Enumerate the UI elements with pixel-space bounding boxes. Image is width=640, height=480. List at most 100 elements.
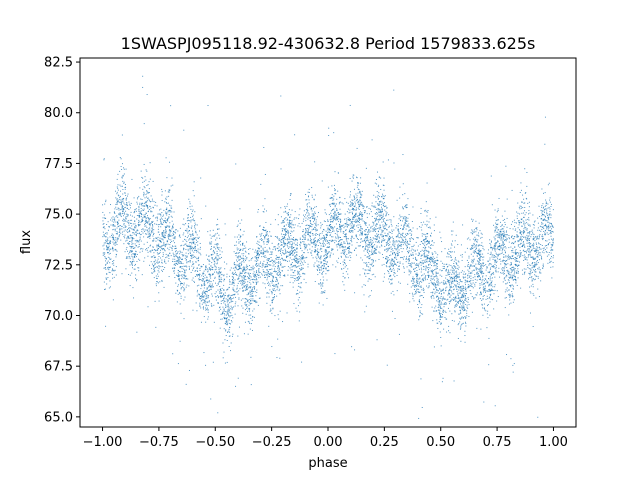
data-point [140,248,142,250]
data-point [391,258,393,260]
data-point [319,242,321,244]
data-point [192,234,194,236]
data-point [214,266,216,268]
data-point [328,228,330,230]
data-point [302,262,304,264]
data-point [249,275,251,277]
data-point [500,239,502,241]
data-point [464,286,466,288]
data-point [218,296,220,298]
data-point [238,280,240,282]
data-point [241,272,243,274]
data-point [457,286,459,288]
data-point [541,235,543,237]
data-point [479,275,481,277]
data-point [280,254,282,256]
data-point [257,240,259,242]
data-point [455,266,457,268]
data-point [417,254,419,256]
data-point [537,275,539,277]
data-point [385,257,387,259]
data-point [504,243,505,245]
data-point [151,231,153,233]
data-point [456,262,458,264]
data-point [370,227,372,229]
data-point [379,252,381,254]
data-point [532,265,534,267]
data-point [352,213,354,215]
data-point [168,161,170,163]
data-point [369,263,371,265]
data-point [183,287,185,289]
data-point [280,264,282,266]
data-point [219,237,221,239]
data-point [479,287,481,288]
data-point [504,265,506,267]
data-point [372,261,374,263]
data-point [478,251,480,253]
data-point [261,239,263,241]
data-point [300,275,302,277]
data-point [320,261,322,263]
data-point [407,233,409,235]
data-point [268,296,270,298]
data-point [277,282,279,284]
data-point [400,224,402,226]
data-point [334,205,336,207]
data-point [279,261,281,263]
data-point [448,293,450,295]
data-point [473,242,475,244]
data-point [276,357,278,359]
data-point [503,256,505,258]
data-point [493,256,495,258]
data-point [421,275,422,277]
data-point [241,277,243,279]
data-point [520,252,522,254]
data-point [346,211,348,213]
data-point [295,238,297,240]
data-point [418,226,420,228]
data-point [392,259,394,261]
data-point [118,201,120,203]
data-point [290,220,292,222]
data-point [522,233,524,235]
data-point [145,179,147,181]
data-point [223,302,225,304]
data-point [145,194,147,196]
data-point [435,275,437,277]
data-point [452,268,454,270]
data-point [344,236,346,237]
data-point [481,268,483,270]
data-point [294,249,296,251]
data-point [286,229,288,231]
data-point [410,286,412,288]
data-point [118,208,120,210]
data-point [372,230,374,232]
data-point [425,255,427,257]
data-point [405,217,407,218]
data-point [266,259,268,261]
data-point [551,224,553,226]
data-point [320,247,322,249]
data-point [234,244,236,246]
data-point [522,207,524,209]
data-point [449,296,451,298]
data-point [375,208,377,210]
data-point [290,246,292,248]
data-point [197,289,199,291]
data-point [168,216,170,218]
data-point [128,201,130,203]
data-point [135,225,137,227]
data-point [161,200,163,202]
data-point [405,205,407,207]
data-point [411,280,413,282]
data-point [388,266,390,268]
data-point [263,229,265,231]
data-point [472,277,474,279]
data-point [283,242,285,244]
data-point [288,232,290,234]
data-point [450,243,452,245]
data-point [438,297,440,299]
data-point [504,307,506,309]
data-point [236,287,238,289]
